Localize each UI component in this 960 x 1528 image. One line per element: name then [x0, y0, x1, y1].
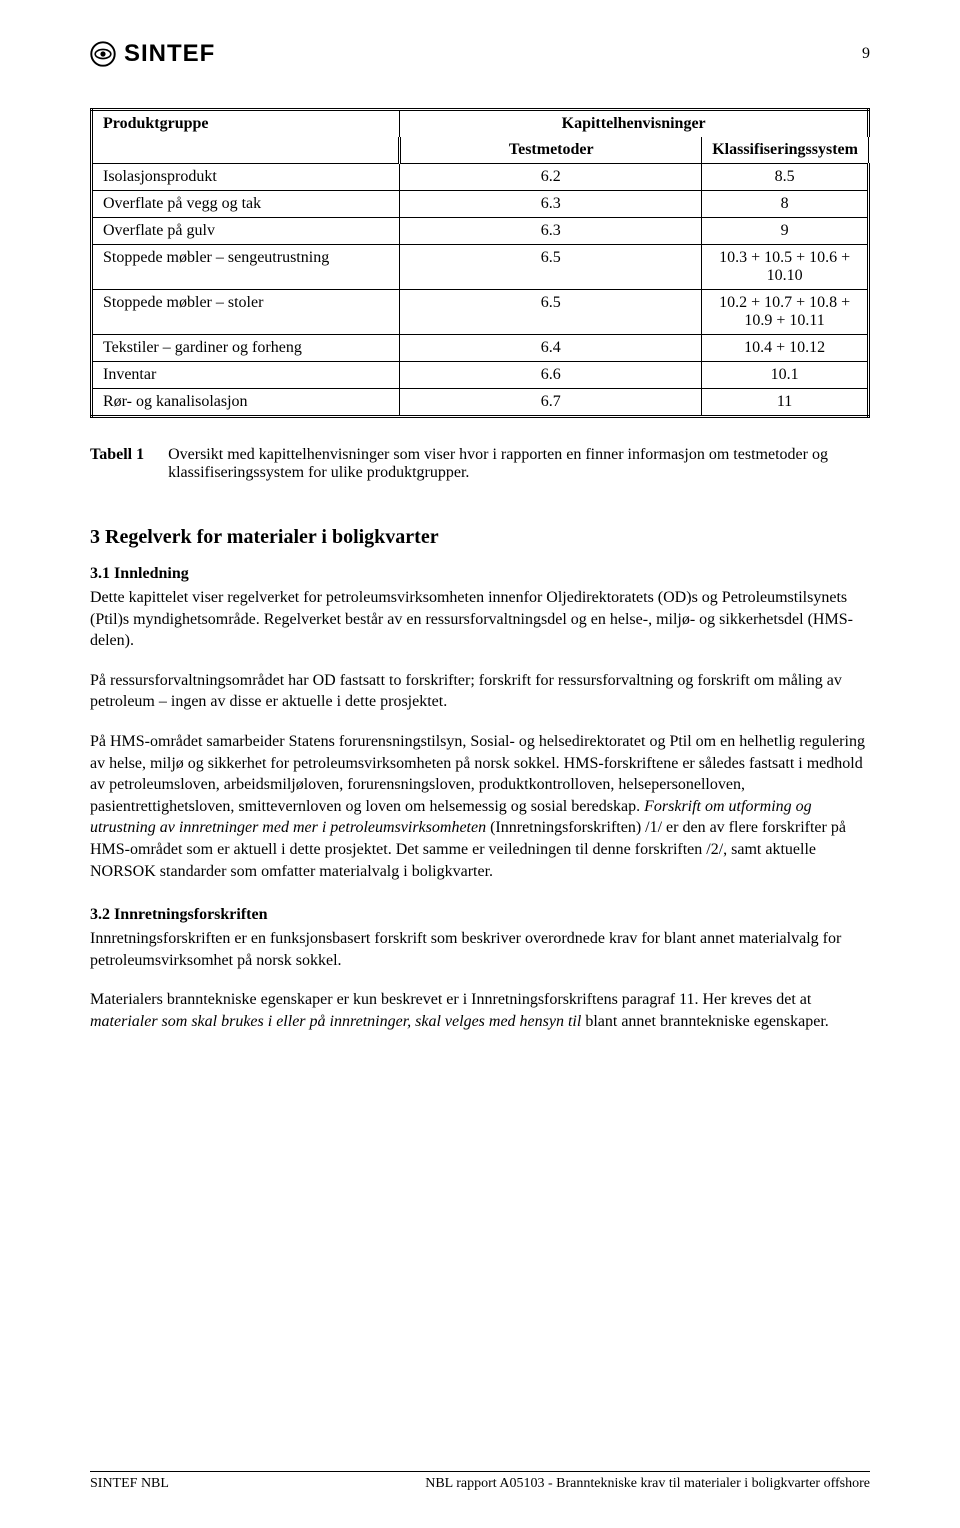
- th-produktgruppe: Produktgruppe: [92, 110, 400, 164]
- cell-test: 6.7: [400, 389, 702, 417]
- paragraph-3-2-a: Innretningsforskriften er en funksjonsba…: [90, 928, 870, 971]
- cell-klass: 11: [702, 389, 869, 417]
- cell-name: Tekstiler – gardiner og forheng: [92, 335, 400, 362]
- logo-text: SINTEF: [124, 40, 215, 68]
- cell-name: Isolasjonsprodukt: [92, 164, 400, 191]
- cell-klass: 8: [702, 191, 869, 218]
- cell-test: 6.4: [400, 335, 702, 362]
- section-3-1-heading: 3.1 Innledning: [90, 565, 870, 583]
- footer-right: NBL rapport A05103 - Branntekniske krav …: [425, 1476, 870, 1492]
- sintef-logo: SINTEF: [90, 40, 215, 68]
- page-number: 9: [862, 45, 870, 63]
- cell-klass: 8.5: [702, 164, 869, 191]
- p32b-part2: blant annet branntekniske egenskaper.: [581, 1013, 828, 1030]
- footer-left: SINTEF NBL: [90, 1476, 169, 1492]
- section-3-2-heading: 3.2 Innretningsforskriften: [90, 906, 870, 924]
- th-klassifiseringssystem: Klassifiseringssystem: [702, 137, 869, 164]
- table-row: Overflate på gulv6.39: [92, 218, 869, 245]
- product-group-table: Produktgruppe Kapittelhenvisninger Testm…: [90, 108, 870, 418]
- caption-text: Oversikt med kapittelhenvisninger som vi…: [168, 446, 870, 482]
- table-row: Tekstiler – gardiner og forheng6.410.4 +…: [92, 335, 869, 362]
- th-kapittelhenvisninger: Kapittelhenvisninger: [400, 110, 869, 138]
- cell-name: Rør- og kanalisolasjon: [92, 389, 400, 417]
- table-row: Isolasjonsprodukt6.28.5: [92, 164, 869, 191]
- table-row: Rør- og kanalisolasjon6.711: [92, 389, 869, 417]
- cell-klass: 10.1: [702, 362, 869, 389]
- caption-label: Tabell 1: [90, 446, 144, 482]
- p32b-italic: materialer som skal brukes i eller på in…: [90, 1013, 581, 1030]
- page-footer: SINTEF NBL NBL rapport A05103 - Branntek…: [90, 1471, 870, 1492]
- sintef-eye-icon: [90, 41, 116, 67]
- paragraph-3-1-c: På HMS-området samarbeider Statens forur…: [90, 731, 870, 882]
- cell-test: 6.6: [400, 362, 702, 389]
- table-caption: Tabell 1 Oversikt med kapittelhenvisning…: [90, 446, 870, 482]
- cell-klass: 9: [702, 218, 869, 245]
- table-row: Stoppede møbler – sengeutrustning6.510.3…: [92, 245, 869, 290]
- cell-test: 6.3: [400, 191, 702, 218]
- th-testmetoder: Testmetoder: [400, 137, 702, 164]
- cell-name: Overflate på vegg og tak: [92, 191, 400, 218]
- page-header: SINTEF 9: [90, 40, 870, 68]
- table-row: Inventar6.610.1: [92, 362, 869, 389]
- cell-test: 6.5: [400, 290, 702, 335]
- table-row: Overflate på vegg og tak6.38: [92, 191, 869, 218]
- cell-name: Inventar: [92, 362, 400, 389]
- cell-name: Overflate på gulv: [92, 218, 400, 245]
- paragraph-3-2-b: Materialers branntekniske egenskaper er …: [90, 989, 870, 1032]
- table-row: Stoppede møbler – stoler6.510.2 + 10.7 +…: [92, 290, 869, 335]
- cell-test: 6.3: [400, 218, 702, 245]
- cell-klass: 10.2 + 10.7 + 10.8 + 10.9 + 10.11: [702, 290, 869, 335]
- cell-klass: 10.4 + 10.12: [702, 335, 869, 362]
- cell-test: 6.5: [400, 245, 702, 290]
- paragraph-3-1-b: På ressursforvaltningsområdet har OD fas…: [90, 670, 870, 713]
- cell-klass: 10.3 + 10.5 + 10.6 + 10.10: [702, 245, 869, 290]
- p32b-part1: Materialers branntekniske egenskaper er …: [90, 991, 811, 1008]
- paragraph-3-1-a: Dette kapittelet viser regelverket for p…: [90, 587, 870, 652]
- section-3-heading: 3 Regelverk for materialer i boligkvarte…: [90, 526, 870, 549]
- cell-name: Stoppede møbler – stoler: [92, 290, 400, 335]
- cell-name: Stoppede møbler – sengeutrustning: [92, 245, 400, 290]
- cell-test: 6.2: [400, 164, 702, 191]
